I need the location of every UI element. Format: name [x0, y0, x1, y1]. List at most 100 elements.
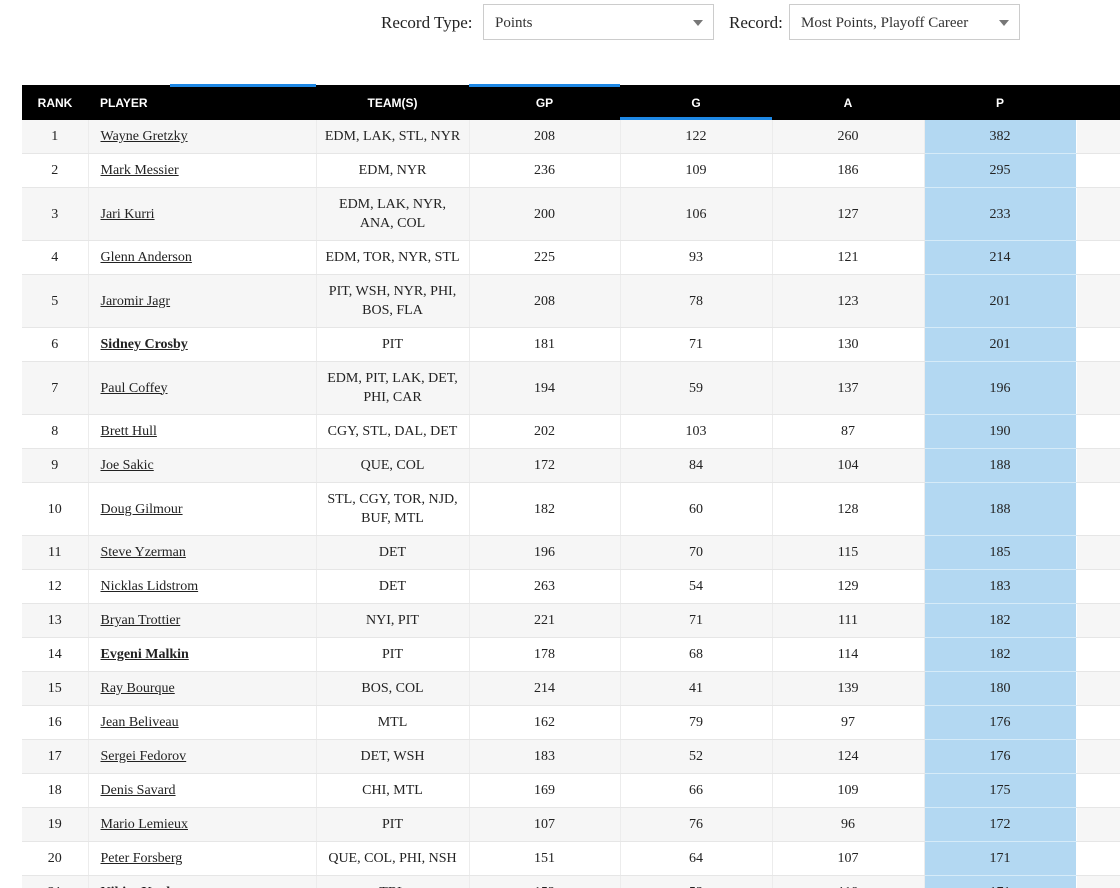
player-cell: Nikita Kucherov: [88, 875, 317, 888]
player-cell: Denis Savard: [88, 773, 317, 808]
accent-bar: [620, 117, 772, 120]
spacer-cell: [1076, 448, 1120, 483]
player-link[interactable]: Ray Bourque: [100, 681, 175, 696]
rank-cell: 19: [22, 807, 89, 842]
g-cell: 54: [620, 569, 773, 604]
record-type-select[interactable]: Points: [483, 4, 714, 40]
player-link[interactable]: Jean Beliveau: [100, 715, 179, 730]
player-link[interactable]: Denis Savard: [100, 783, 176, 798]
g-cell: 59: [620, 361, 773, 415]
team-line: PIT, WSH, NYR, PHI,: [328, 284, 457, 299]
table-row: 21 Nikita Kucherov TBL15253118171: [22, 875, 1120, 888]
column-header: P: [924, 85, 1076, 120]
table-row: 5 Jaromir Jagr PIT, WSH, NYR, PHI, BOS, FLA…: [22, 274, 1120, 328]
rank-cell: 13: [22, 603, 89, 638]
gp-cell: 172: [469, 448, 621, 483]
player-link[interactable]: Sergei Fedorov: [100, 749, 187, 764]
gp-cell: 107: [469, 807, 621, 842]
gp-cell: 169: [469, 773, 621, 808]
p-cell: 183: [924, 569, 1077, 604]
player-link[interactable]: Doug Gilmour: [100, 501, 183, 517]
p-cell: 382: [924, 120, 1077, 154]
table-row: 9 Joe Sakic QUE, COL 172 84 104 188: [22, 448, 1120, 483]
a-cell: 137: [772, 361, 925, 415]
player-link[interactable]: Nikita Kucherov: [101, 885, 201, 888]
gp-cell: 151: [469, 841, 621, 876]
player-link[interactable]: Steve Yzerman: [100, 545, 186, 560]
gp-cell: 162: [469, 705, 621, 740]
a-cell: 114: [772, 637, 925, 672]
spacer-cell: [1076, 187, 1120, 241]
player-link[interactable]: Glenn Anderson: [100, 250, 192, 265]
team-cell: QUE, COL: [316, 448, 470, 483]
team-line: STL, CGY, TOR, NJD,: [327, 492, 458, 507]
player-cell: Paul Coffey: [88, 361, 317, 415]
rank-cell: 1: [22, 120, 89, 154]
table-row: 3 Jari Kurri EDM, LAK, NYR, ANA, COL 200 106 1…: [22, 187, 1120, 241]
column-header: RANK: [22, 85, 88, 120]
a-cell: 109: [772, 773, 925, 808]
player-cell: Jaromir Jagr: [88, 274, 317, 328]
g-cell: 106: [620, 187, 773, 241]
p-cell: 201: [924, 327, 1077, 362]
player-link[interactable]: Paul Coffey: [100, 380, 168, 396]
player-link[interactable]: Wayne Gretzky: [100, 129, 188, 144]
rank-cell: 21: [22, 875, 89, 888]
spacer-cell: [1076, 739, 1120, 774]
p-cell: 188: [924, 482, 1077, 536]
a-cell: 260: [772, 120, 925, 154]
spacer-cell: [1076, 773, 1120, 808]
spacer-cell: [1076, 274, 1120, 328]
player-cell: Nicklas Lidstrom: [88, 569, 317, 604]
player-link[interactable]: Mark Messier: [100, 163, 179, 178]
control-label: Record Type:: [381, 13, 473, 32]
p-cell: 182: [924, 637, 1077, 672]
gp-cell: 178: [469, 637, 621, 672]
spacer-cell: [1076, 875, 1120, 888]
rank-cell: 4: [22, 240, 89, 275]
g-cell: 84: [620, 448, 773, 483]
gp-cell: 263: [469, 569, 621, 604]
gp-cell: 181: [469, 327, 621, 362]
p-cell: 176: [924, 705, 1077, 740]
control-label: Record:: [729, 13, 783, 32]
g-cell: 71: [620, 603, 773, 638]
player-link[interactable]: Sidney Crosby: [100, 337, 188, 352]
gp-cell: 221: [469, 603, 621, 638]
team-cell: EDM, NYR: [316, 153, 470, 188]
player-link[interactable]: Evgeni Malkin: [100, 647, 189, 662]
rank-cell: 2: [22, 153, 89, 188]
spacer-cell: [1076, 671, 1120, 706]
team-cell: PIT, WSH, NYR, PHI, BOS, FLA: [316, 274, 470, 328]
gp-cell: 196: [469, 535, 621, 570]
player-link[interactable]: Nicklas Lidstrom: [100, 579, 199, 594]
player-link[interactable]: Jaromir Jagr: [100, 293, 171, 309]
g-cell: 53: [620, 875, 773, 888]
gp-cell: 236: [469, 153, 621, 188]
player-link[interactable]: Joe Sakic: [100, 458, 154, 473]
p-cell: 190: [924, 414, 1077, 449]
spacer-cell: [1076, 603, 1120, 638]
player-link[interactable]: Mario Lemieux: [100, 817, 188, 832]
spacer-cell: [1076, 120, 1120, 154]
record-select[interactable]: Most Points, Playoff Career: [789, 4, 1020, 40]
table-row: 6 Sidney Crosby PIT 181 71 130 201: [22, 327, 1120, 362]
table-row: 8 Brett Hull CGY, STL, DAL, DET 202 103 87 190: [22, 414, 1120, 449]
player-link[interactable]: Peter Forsberg: [100, 851, 183, 866]
g-cell: 109: [620, 153, 773, 188]
g-cell: 60: [620, 482, 773, 536]
a-cell: 129: [772, 569, 925, 604]
table-row: 12 Nicklas Lidstrom DET 263 54 129 183: [22, 569, 1120, 604]
g-cell: 71: [620, 327, 773, 362]
rank-cell: 15: [22, 671, 89, 706]
player-link[interactable]: Brett Hull: [100, 424, 157, 439]
player-link[interactable]: Bryan Trottier: [100, 613, 181, 628]
table-row: 2 Mark Messier EDM, NYR 236 109 186 295: [22, 153, 1120, 188]
accent-bar: [170, 84, 316, 87]
p-cell: 214: [924, 240, 1077, 275]
a-cell: 128: [772, 482, 925, 536]
gp-cell: 182: [469, 482, 621, 536]
player-cell: Jean Beliveau: [88, 705, 317, 740]
player-link[interactable]: Jari Kurri: [100, 206, 155, 222]
